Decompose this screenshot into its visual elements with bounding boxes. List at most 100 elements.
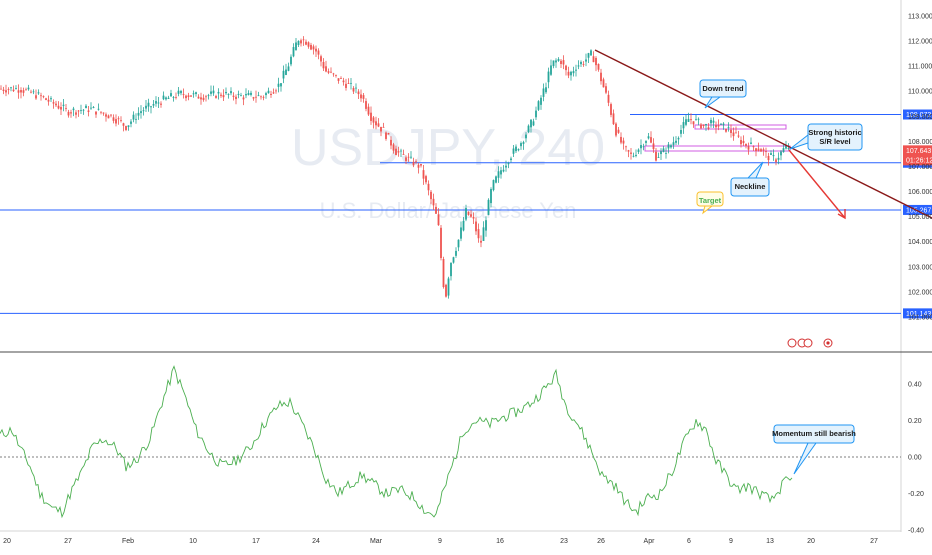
callout-text: Momentum still bearish (772, 429, 856, 438)
candle-body (107, 115, 110, 119)
candles[interactable] (0, 36, 790, 299)
candle-body (60, 107, 62, 110)
candle-body (67, 111, 70, 116)
candle-body (710, 119, 712, 124)
candle-body (672, 142, 675, 146)
candle-body (640, 145, 642, 149)
candle-body (15, 88, 17, 90)
callout-box (699, 79, 747, 98)
candle-body (490, 189, 492, 204)
candle-body (120, 120, 122, 122)
time-tick-label: 17 (252, 538, 260, 545)
neckline-callout[interactable]: Neckline (730, 161, 770, 197)
candle-body (197, 96, 200, 99)
callout-box (807, 123, 863, 151)
candle-body (622, 140, 625, 144)
candle-body (677, 137, 680, 140)
momentum-line (0, 365, 793, 519)
candle-body (387, 132, 390, 135)
time-tick-label: 27 (870, 538, 878, 545)
candle-body (87, 110, 90, 113)
candle-body (82, 109, 85, 111)
candle-body (257, 95, 260, 97)
candle-body (377, 123, 380, 127)
time-tick-label: 27 (64, 538, 72, 545)
price-tick-label: 113.000 (908, 14, 932, 21)
candle-body (317, 50, 320, 55)
candle-body (500, 170, 502, 175)
candle-body (502, 169, 505, 172)
candle-body (10, 87, 12, 89)
down-trend-callout[interactable]: Down trend (699, 79, 747, 109)
candle-body (365, 101, 367, 109)
sr-band[interactable] (644, 145, 791, 152)
candle-body (137, 112, 140, 116)
trendlines[interactable] (594, 49, 932, 220)
candle-body (360, 94, 362, 99)
candle-body (227, 94, 230, 95)
candle-body (42, 96, 45, 98)
candle-body (425, 176, 427, 183)
candle-body (592, 56, 595, 63)
candle-body (480, 240, 482, 243)
candle-body (57, 105, 60, 109)
candle-body (652, 143, 655, 150)
candle-body (335, 74, 337, 76)
sr-bands[interactable] (644, 124, 791, 152)
momentum-callout[interactable]: Momentum still bearish (772, 424, 856, 475)
candle-body (100, 111, 102, 113)
projection-arrow[interactable] (788, 149, 846, 219)
candle-body (255, 96, 257, 98)
candle-body (217, 91, 220, 94)
candle-body (565, 65, 567, 71)
candle-body (55, 103, 57, 106)
candle-body (477, 229, 480, 239)
candle-body (252, 97, 255, 99)
candle-body (262, 96, 265, 98)
candle-body (610, 104, 612, 115)
candle-body (190, 95, 192, 97)
down-trendline[interactable] (594, 49, 932, 219)
candle-body (620, 136, 622, 143)
candle-body (765, 151, 767, 152)
candle-body (407, 156, 410, 158)
candle-body (712, 120, 715, 123)
time-tick-label: 9 (729, 538, 733, 545)
candle-body (285, 69, 287, 75)
candle-body (380, 126, 382, 132)
candle-body (782, 148, 785, 153)
time-tick-label: 20 (807, 538, 815, 545)
candle-body (697, 118, 700, 120)
candle-body (175, 97, 177, 98)
target-callout[interactable]: Target (696, 191, 724, 215)
candle-body (102, 112, 105, 114)
candle-body (517, 149, 520, 151)
candle-body (40, 95, 42, 97)
candle-body (347, 83, 350, 84)
osc-tick-label: -0.20 (908, 491, 924, 498)
sr-band[interactable] (694, 124, 787, 130)
us-flag-icon[interactable] (787, 338, 797, 348)
us-flag-icon[interactable] (803, 338, 813, 348)
price-tick-label: 109.000 (908, 114, 932, 121)
candle-body (495, 176, 497, 183)
event-flags[interactable] (787, 338, 833, 348)
horizontal-levels[interactable]: 109.072107.149105.267101.143107.64301:26… (0, 109, 932, 319)
candle-body (717, 125, 720, 127)
candle-body (312, 46, 315, 50)
candle-body (720, 123, 722, 125)
candle-body (505, 165, 507, 168)
callout-text: Target (699, 196, 722, 205)
candle-body (367, 106, 370, 115)
price-tick-label: 102.000 (908, 289, 932, 296)
candle-body (450, 262, 452, 277)
candle-body (75, 112, 77, 115)
candle-body (472, 216, 475, 219)
candle-body (687, 118, 690, 122)
candle-body (662, 148, 665, 152)
candle-body (545, 87, 547, 93)
candle-body (307, 42, 310, 47)
